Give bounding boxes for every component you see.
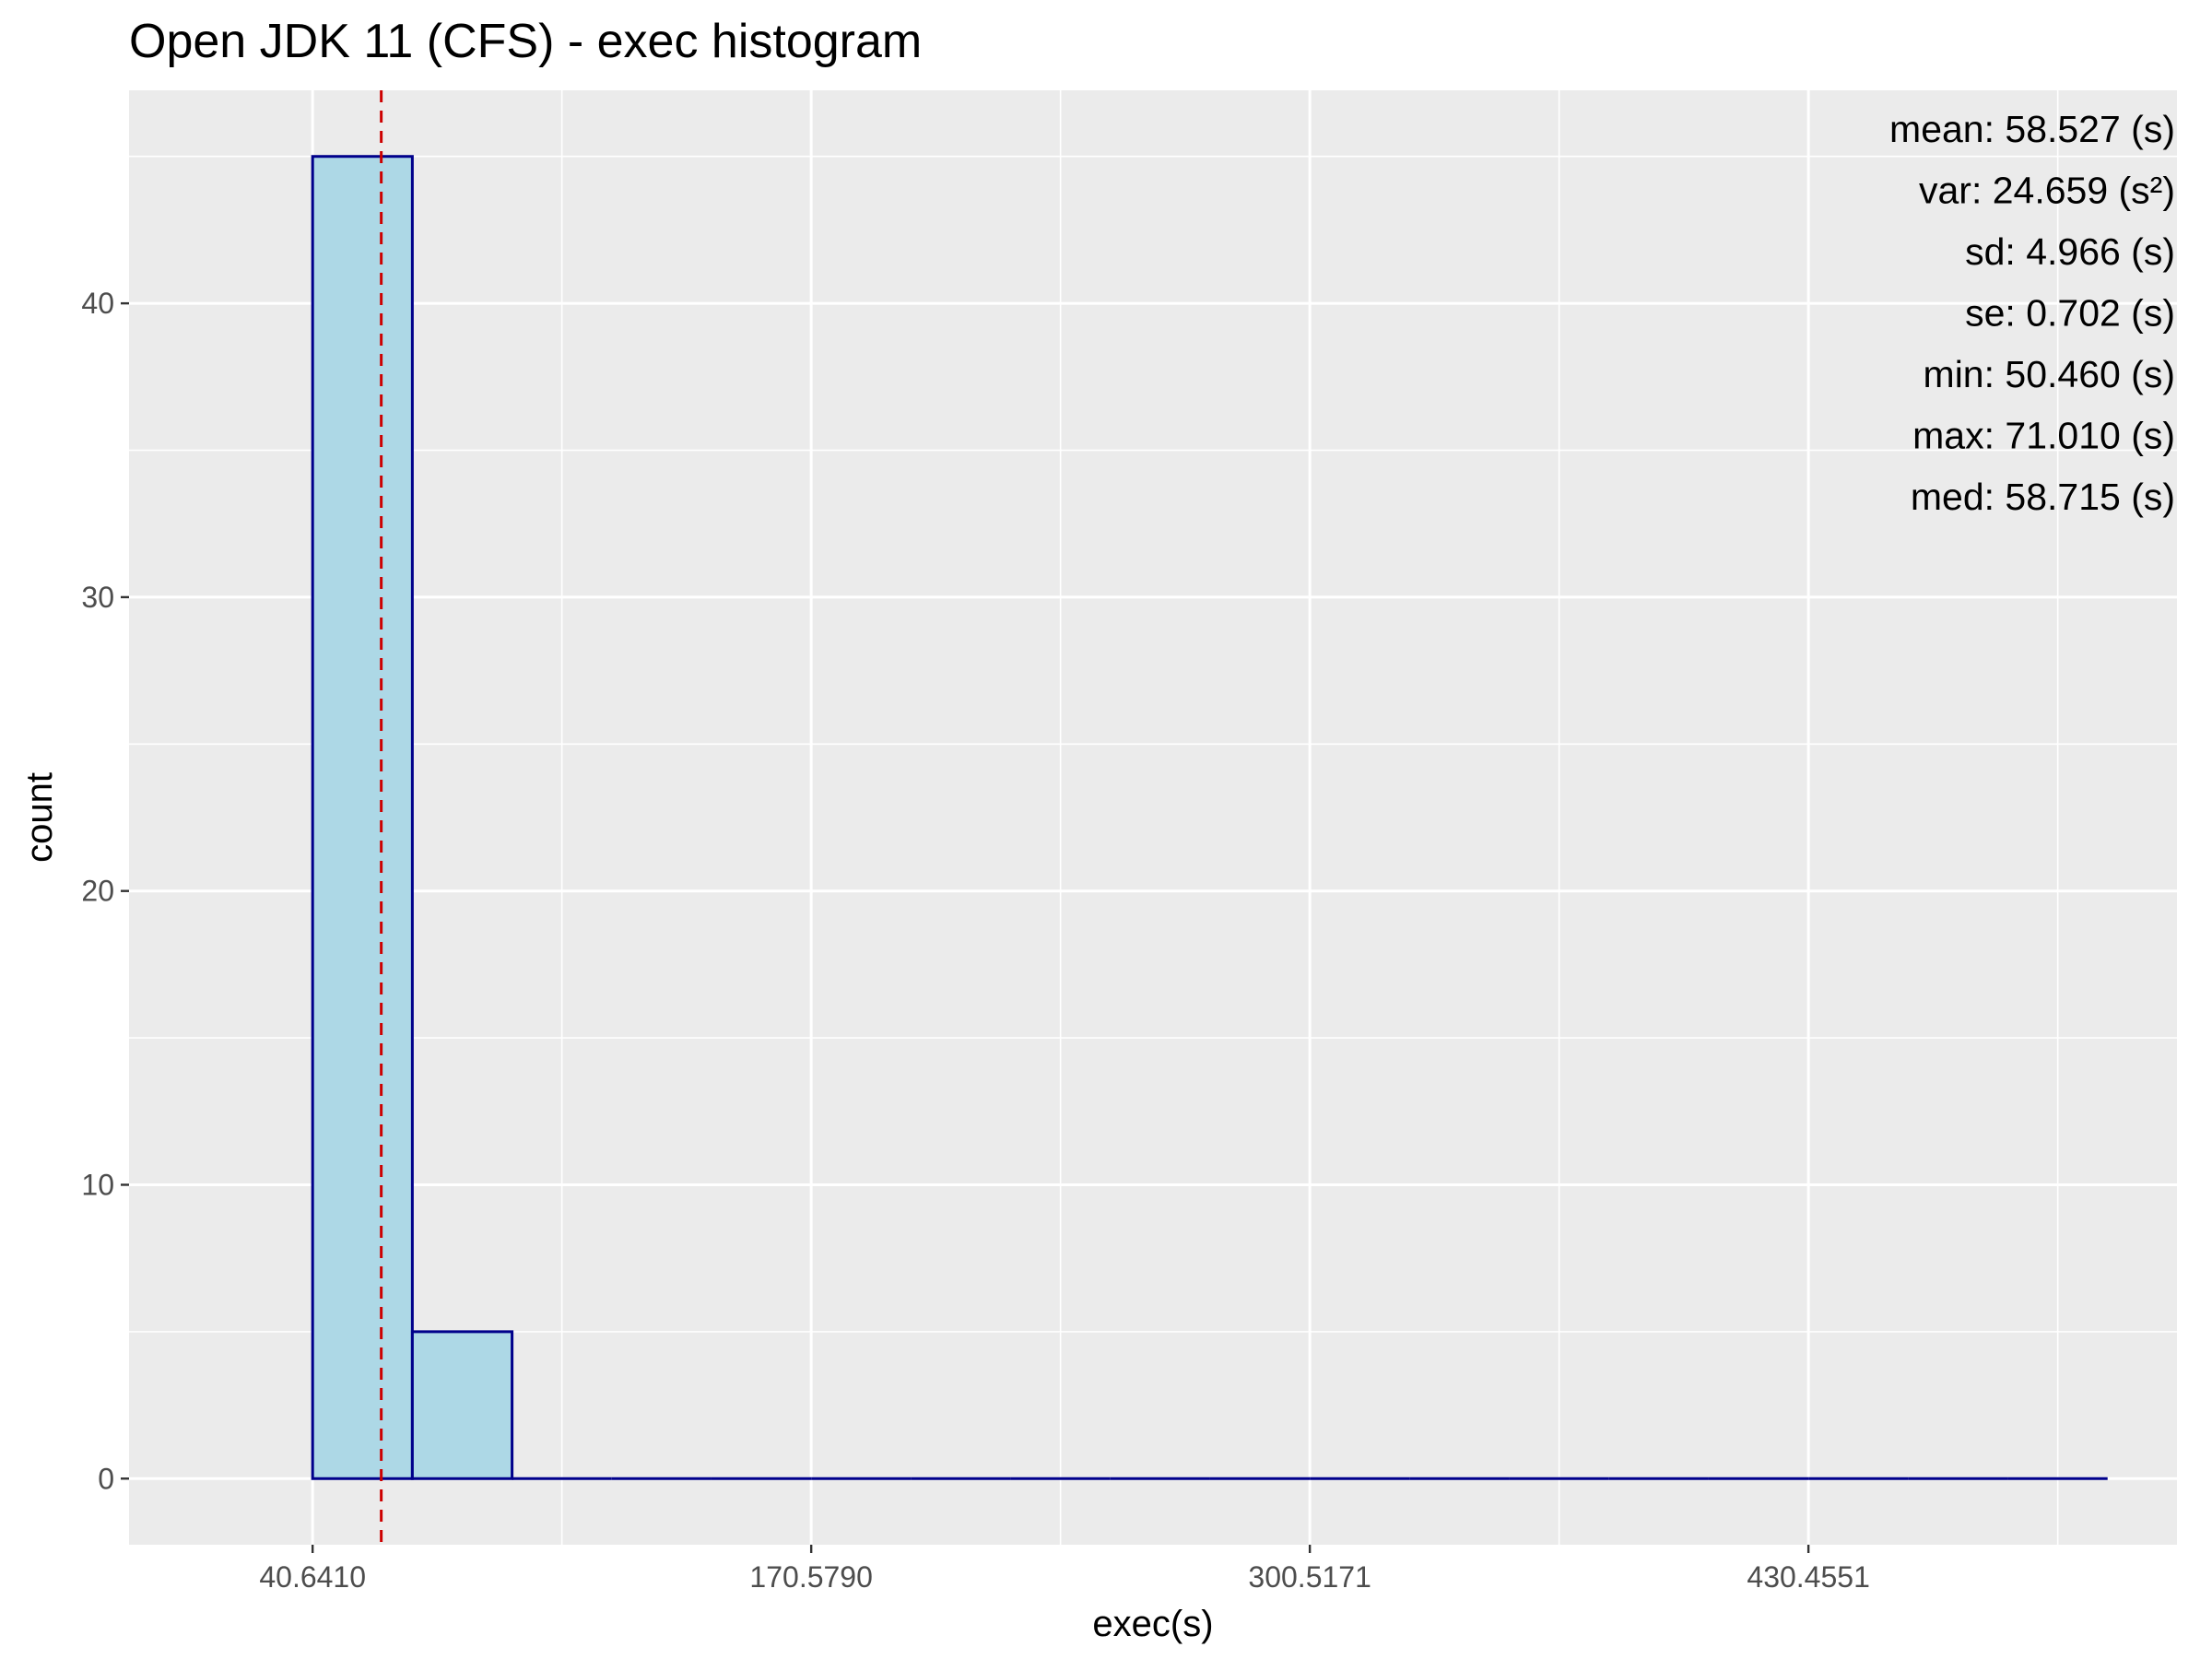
stat-label: se: 0.702 (s): [1965, 292, 2175, 335]
summary-stats: mean: 58.527 (s) var: 24.659 (s²) sd: 4.96…: [1889, 108, 2175, 518]
x-tick-label: 40.6410: [259, 1560, 366, 1594]
histogram-bar: [410, 1330, 514, 1480]
y-tick-label: 10: [81, 1168, 114, 1201]
y-tick-label: 0: [98, 1462, 114, 1495]
x-axis: 40.6410 170.5790 300.5171 430.4551: [259, 1545, 1870, 1594]
y-tick-label: 30: [81, 581, 114, 614]
y-tick-label: 20: [81, 875, 114, 908]
stat-label: sd: 4.966 (s): [1965, 230, 2175, 273]
plot-panel: [129, 90, 2177, 1545]
stat-label: var: 24.659 (s²): [1919, 170, 2175, 212]
y-axis: 0 10 20 30 40: [81, 287, 129, 1495]
y-axis-title: count: [19, 772, 60, 863]
stat-label: min: 50.460 (s): [1924, 353, 2175, 395]
histogram-bar: [311, 155, 414, 1480]
x-axis-title: exec(s): [1092, 1604, 1213, 1644]
stat-label: med: 58.715 (s): [1911, 476, 2175, 518]
histogram-bars: [311, 155, 2108, 1480]
x-tick-label: 430.4551: [1747, 1560, 1869, 1594]
x-tick-label: 300.5171: [1248, 1560, 1371, 1594]
stat-label: mean: 58.527 (s): [1889, 108, 2175, 150]
y-tick-label: 40: [81, 287, 114, 320]
minor-gridlines: [129, 90, 2177, 1545]
x-tick-label: 170.5790: [749, 1560, 872, 1594]
chart-title: Open JDK 11 (CFS) - exec histogram: [129, 15, 922, 68]
stat-label: max: 71.010 (s): [1912, 415, 2175, 457]
